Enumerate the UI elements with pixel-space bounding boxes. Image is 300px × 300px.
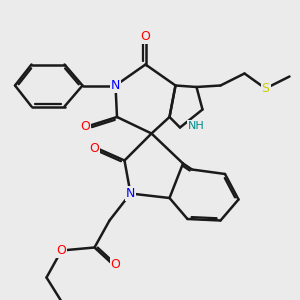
Text: O: O bbox=[90, 142, 99, 155]
Text: O: O bbox=[57, 244, 66, 257]
Text: O: O bbox=[111, 257, 120, 271]
Text: O: O bbox=[141, 29, 150, 43]
Text: S: S bbox=[262, 82, 269, 95]
Text: N: N bbox=[111, 79, 120, 92]
Text: O: O bbox=[81, 119, 90, 133]
Text: N: N bbox=[126, 187, 135, 200]
Text: NH: NH bbox=[188, 121, 205, 131]
